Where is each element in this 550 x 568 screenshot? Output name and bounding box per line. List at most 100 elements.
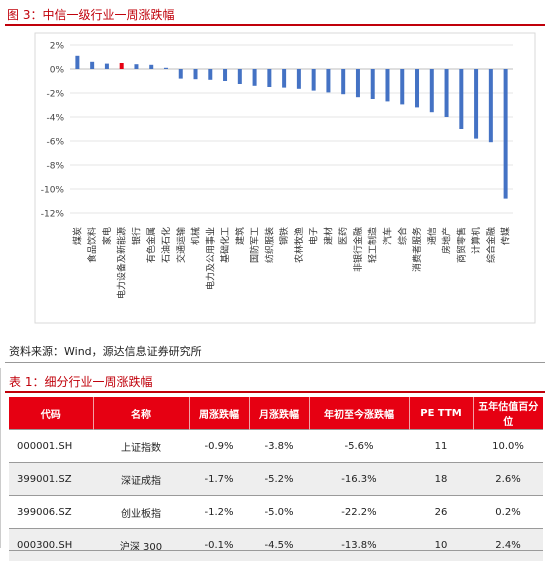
- bar: [134, 64, 139, 69]
- bar: [75, 55, 80, 69]
- header-code: 代码: [9, 397, 94, 430]
- bar: [503, 69, 508, 199]
- category-label: 石油石化: [160, 227, 172, 263]
- bar: [223, 69, 228, 81]
- category-label: 综合: [396, 227, 408, 245]
- category-label: 轻工制造: [367, 227, 379, 263]
- category-label: 基础化工: [219, 227, 231, 263]
- bar: [90, 61, 95, 69]
- table-row: 000300.SH 沪深 300 -0.1% -4.5% -13.8% 10 2…: [9, 528, 543, 561]
- figure-title-rule: [5, 24, 545, 26]
- bar: [296, 69, 301, 89]
- header-valuation-percentile: 五年估值百分位: [473, 397, 543, 430]
- y-tick-label: -4%: [46, 114, 64, 124]
- cell-ytd: -22.2%: [309, 495, 409, 529]
- cell-ytd: -13.8%: [309, 528, 409, 561]
- cell-percentile: 2.6%: [473, 462, 543, 496]
- bar: [326, 69, 331, 93]
- table-title-rule: [5, 391, 545, 393]
- table-row: 399006.SZ 创业板指 -1.2% -5.0% -22.2% 26 0.2…: [9, 495, 543, 529]
- cell-weekly: -1.2%: [189, 495, 249, 529]
- category-label: 煤炭: [71, 227, 83, 245]
- source-note: 资料来源：Wind，源达信息证券研究所: [9, 345, 202, 358]
- category-label: 建筑: [234, 227, 246, 245]
- category-label: 汽车: [381, 227, 393, 245]
- cell-weekly: -1.7%: [189, 462, 249, 496]
- bar: [385, 69, 390, 102]
- category-label: 机械: [190, 227, 202, 245]
- category-label: 纺织服装: [263, 227, 275, 263]
- bar: [104, 63, 109, 69]
- cell-monthly: -5.2%: [249, 462, 309, 496]
- cell-weekly: -0.1%: [189, 528, 249, 561]
- figure-title: 图 3：中信一级行业一周涨跌幅: [7, 8, 175, 22]
- header-pe-ttm: PE TTM: [409, 397, 474, 430]
- cell-percentile: 2.4%: [473, 528, 543, 561]
- cell-pe: 18: [409, 462, 473, 496]
- cell-pe: 10: [409, 528, 473, 561]
- y-tick-label: -12%: [41, 210, 65, 220]
- table-row: 399001.SZ 深证成指 -1.7% -5.2% -16.3% 18 2.6…: [9, 462, 543, 496]
- category-label: 银行: [130, 227, 142, 245]
- y-tick-label: -10%: [41, 186, 65, 196]
- category-label: 建材: [322, 227, 334, 245]
- cell-monthly: -4.5%: [249, 528, 309, 561]
- category-label: 农林牧渔: [293, 227, 305, 263]
- bar: [193, 69, 198, 80]
- bar: [237, 69, 242, 84]
- bar: [252, 69, 257, 86]
- y-tick-label: -6%: [46, 138, 64, 148]
- cell-ytd: -5.6%: [309, 429, 409, 463]
- cell-pe: 26: [409, 495, 473, 529]
- category-label: 房地产: [441, 227, 453, 254]
- cell-weekly: -0.9%: [189, 429, 249, 463]
- bar: [311, 69, 316, 91]
- category-label: 传媒: [500, 227, 512, 245]
- y-tick-label: 0%: [50, 66, 65, 76]
- y-tick-label: -8%: [46, 162, 64, 172]
- category-label: 食品饮料: [86, 227, 98, 263]
- category-label: 计算机: [470, 227, 482, 254]
- category-label: 非银行金融: [352, 227, 364, 272]
- bar: [149, 64, 154, 69]
- table-title: 表 1：细分行业一周涨跌幅: [9, 375, 153, 389]
- cell-code: 000001.SH: [9, 429, 93, 463]
- category-label: 有色金属: [145, 227, 157, 263]
- cell-ytd: -16.3%: [309, 462, 409, 496]
- bar: [341, 69, 346, 95]
- y-tick-label: 2%: [50, 42, 65, 52]
- bar: [488, 69, 493, 143]
- category-label: 电子: [308, 227, 320, 245]
- category-label: 综合金融: [485, 227, 497, 263]
- cell-name: 创业板指: [93, 495, 189, 529]
- bar: [355, 69, 360, 98]
- cell-code: 399001.SZ: [9, 462, 93, 496]
- table-row: 000001.SH 上证指数 -0.9% -3.8% -5.6% 11 10.0…: [9, 429, 543, 463]
- bar: [119, 63, 124, 69]
- category-label: 钢铁: [278, 227, 290, 245]
- section-divider: [5, 362, 545, 363]
- cell-monthly: -3.8%: [249, 429, 309, 463]
- bar: [208, 69, 213, 80]
- bar: [459, 69, 464, 129]
- cell-monthly: -5.0%: [249, 495, 309, 529]
- cell-code: 399006.SZ: [9, 495, 93, 529]
- chart-border: [34, 32, 536, 324]
- header-ytd-change: 年初至今涨跌幅: [309, 397, 410, 430]
- cell-percentile: 10.0%: [473, 429, 543, 463]
- cell-name: 沪深 300: [93, 528, 189, 561]
- category-label: 国防军工: [249, 227, 261, 263]
- table-header-row: 代码 名称 周涨跌幅 月涨跌幅 年初至今涨跌幅 PE TTM 五年估值百分位: [9, 397, 543, 430]
- page-edge-mark: [0, 368, 4, 548]
- category-label: 电力及公用事业: [204, 227, 216, 290]
- bar: [400, 69, 405, 105]
- bar: [267, 69, 272, 87]
- category-label: 电力设备及新能源: [116, 227, 128, 299]
- bar: [282, 69, 287, 88]
- bar: [429, 69, 434, 113]
- cell-percentile: 0.2%: [473, 495, 543, 529]
- cell-pe: 11: [409, 429, 473, 463]
- chart-svg: 2% 0% -2% -4% -6% -8% -10% -12% 煤炭 食品饮料 家电 电力设备及新能源…: [34, 32, 536, 324]
- header-weekly-change: 周涨跌幅: [189, 397, 250, 430]
- bar: [415, 69, 420, 108]
